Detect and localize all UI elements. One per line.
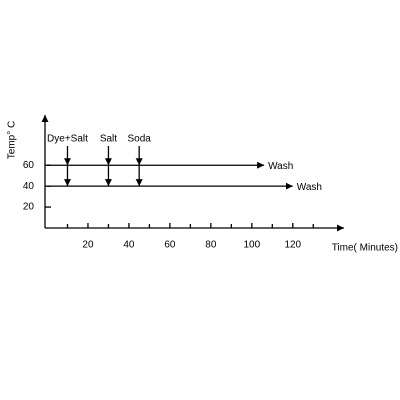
- x-tick-label: 100: [243, 240, 260, 251]
- series-label: Wash: [297, 182, 322, 193]
- y-tick-label: 40: [23, 181, 35, 192]
- y-tick-label: 60: [23, 160, 35, 171]
- series-label: Wash: [268, 161, 293, 172]
- x-tick-label: 80: [205, 240, 217, 251]
- x-tick-label: 60: [164, 240, 176, 251]
- x-tick-label: 20: [82, 240, 94, 251]
- y-axis-label: Temp° C: [7, 121, 18, 159]
- x-tick-label: 40: [123, 240, 135, 251]
- annotation-label: Dye+Salt: [47, 134, 88, 145]
- y-tick-label: 20: [23, 202, 35, 213]
- annotation-label: Salt: [100, 134, 117, 145]
- x-tick-label: 120: [284, 240, 301, 251]
- x-axis-label: Time( Minutes): [332, 243, 398, 254]
- annotation-label: Soda: [127, 134, 151, 145]
